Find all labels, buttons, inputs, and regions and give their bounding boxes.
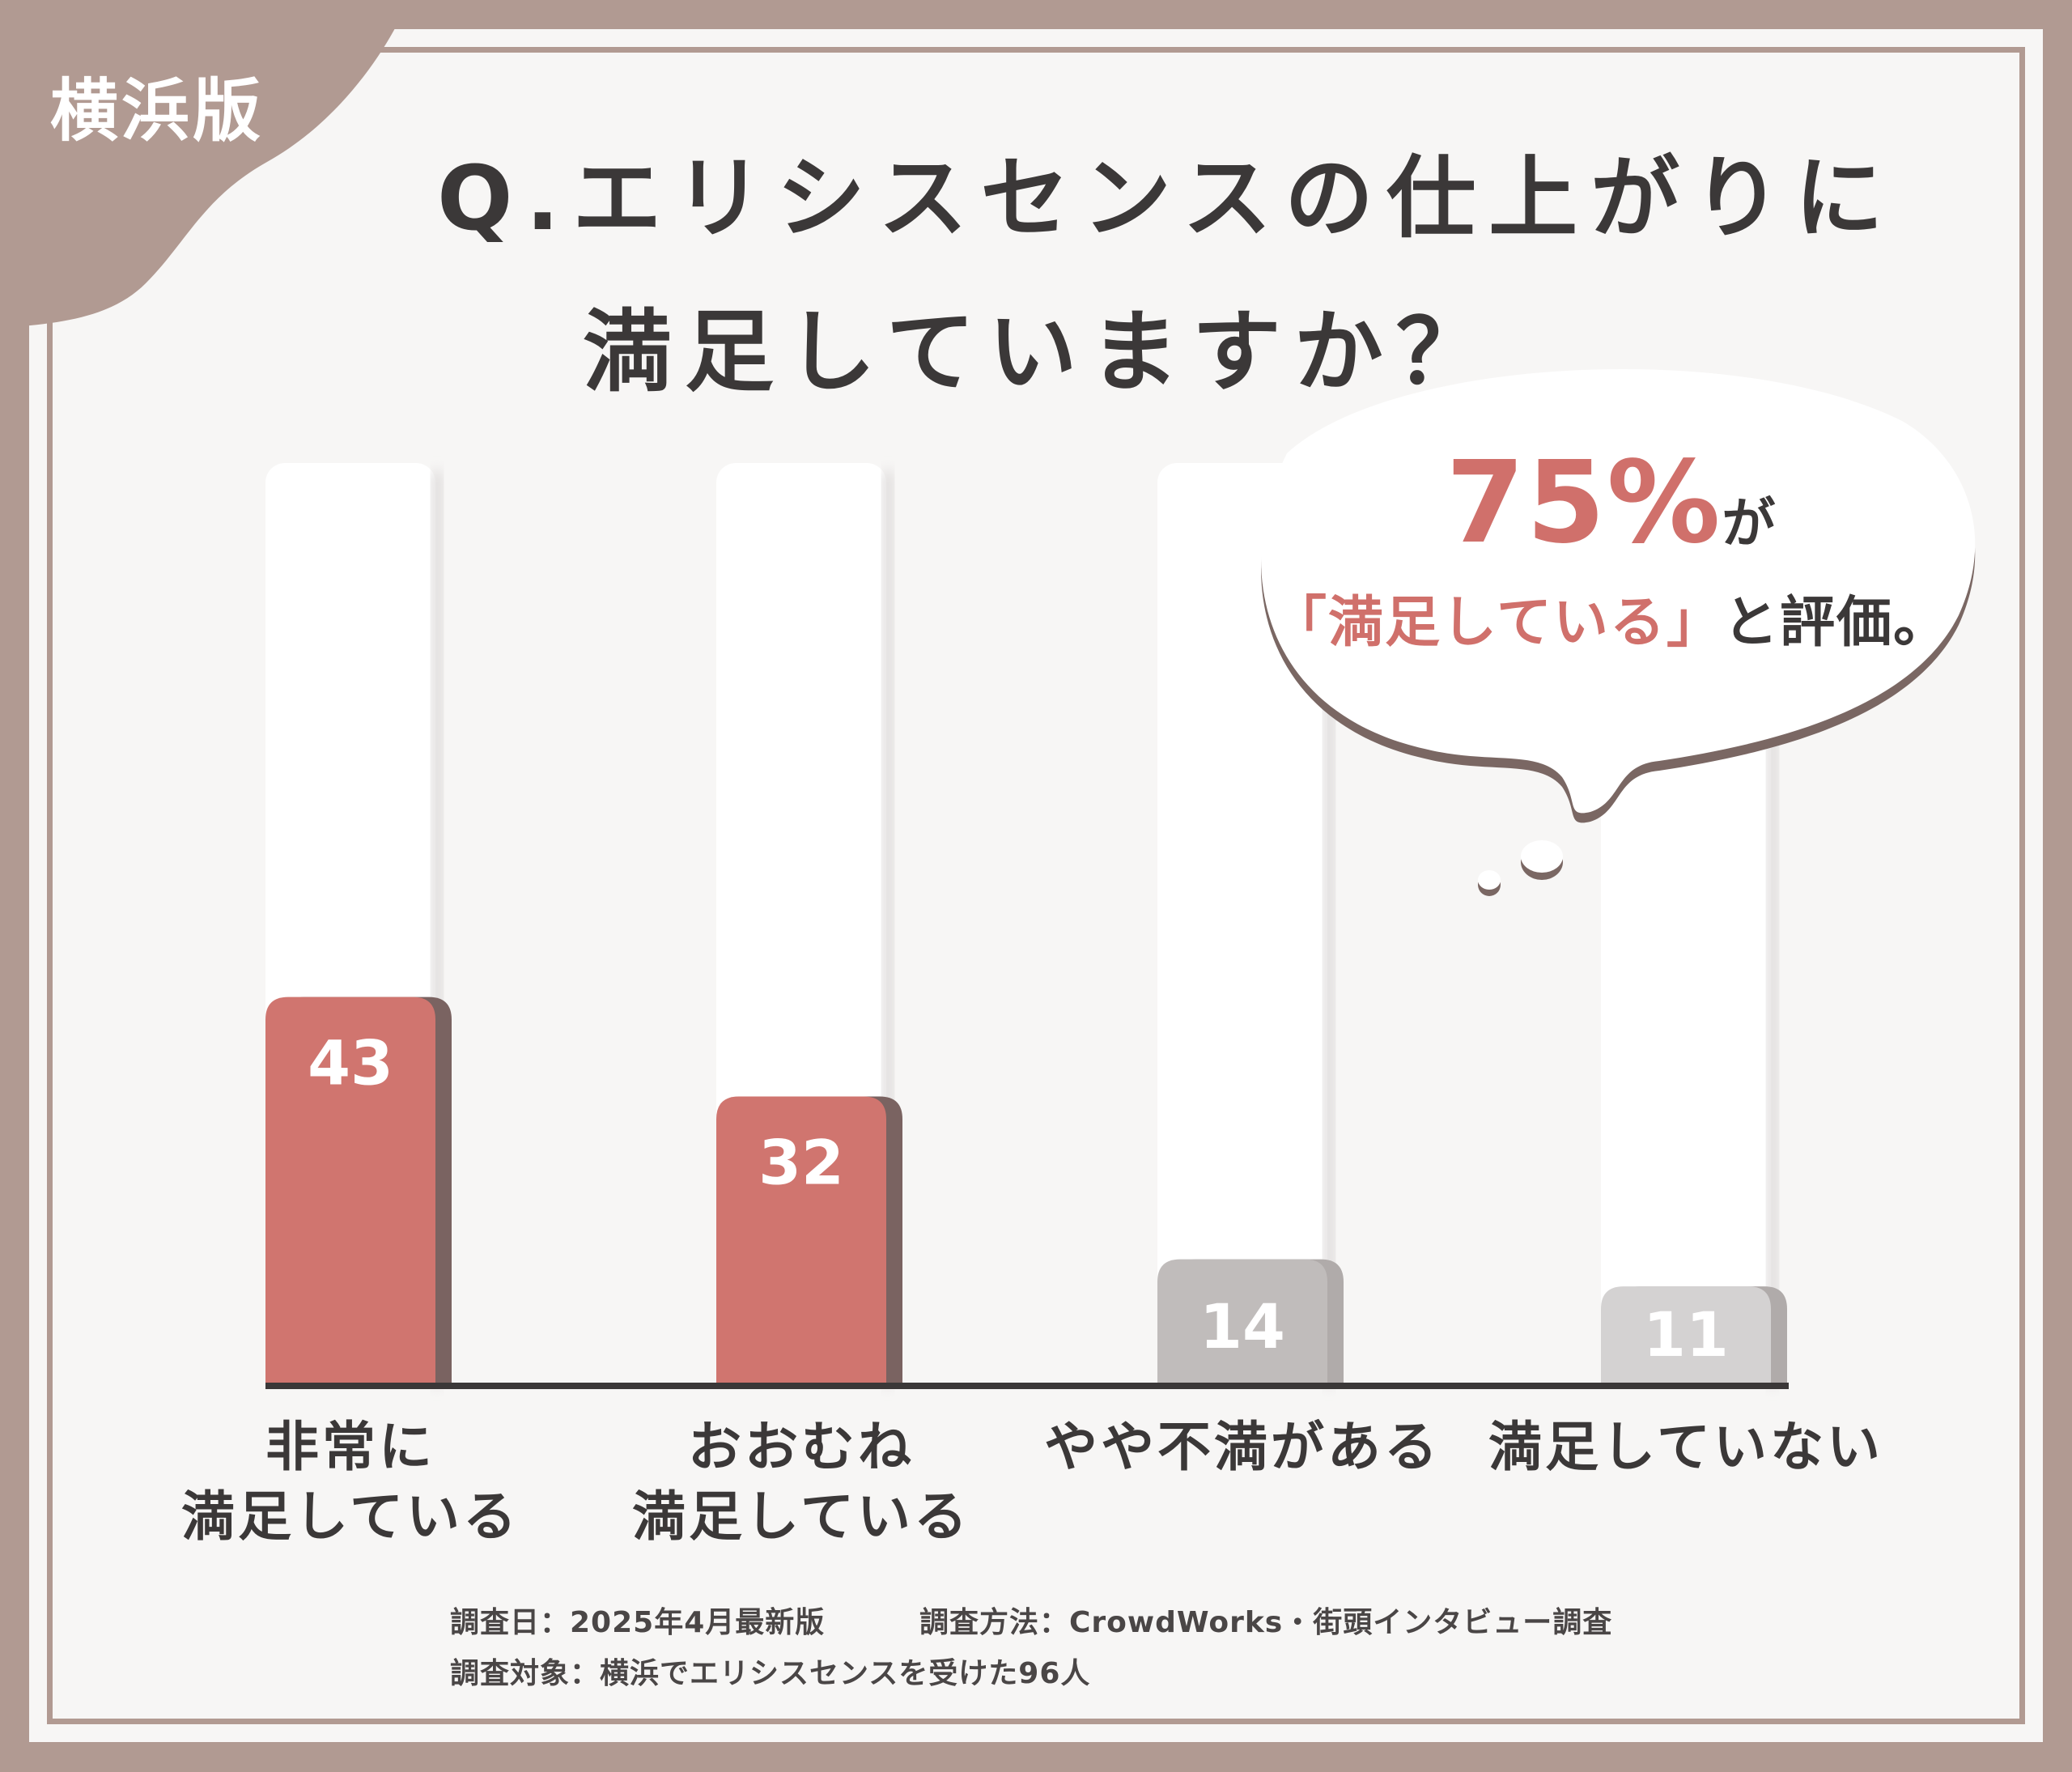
chart-title: Q.エリシスセンスの仕上がりに 満足していますか？ [437,121,1975,429]
bar [716,1096,886,1386]
title-line-2: 満足していますか？ [583,300,1498,404]
bar-value-label: 43 [308,1027,393,1099]
x-tick-label: 満足していない [1488,1416,1884,1478]
bar-value-label: 32 [758,1126,844,1198]
title-line-1: Q.エリシスセンスの仕上がりに [437,147,1897,250]
x-tick-label: 非常に 満足している [180,1416,520,1548]
corner-tab [0,0,409,328]
bar-track [1157,463,1327,1386]
callout-quote: 「満足している」 [1272,591,1723,655]
x-tick-label: おおむね 満足している [631,1416,971,1548]
survey-date: 調査日：2025年4月最新版 [450,1606,826,1639]
bar-value-label: 14 [1199,1290,1285,1362]
callout-suffix: が [1722,492,1776,555]
bar [1601,1286,1771,1386]
bar [1157,1259,1327,1386]
edition-label: 横浜版 [50,71,265,151]
bar [265,996,435,1386]
callout-tail: と評価。 [1722,591,1950,655]
card-border [47,47,2025,1724]
bar-value-label: 11 [1643,1298,1729,1370]
callout-text: 75%が 「満足している」と評価。 [1263,437,1959,657]
x-tick-label: やや不満がある [1044,1416,1441,1478]
callout-percent: 75% [1446,437,1722,569]
survey-method: 調査方法：CrowdWorks・街頭インタビュー調査 [919,1606,1613,1639]
survey-target: 調査対象：横浜でエリシスセンスを受けた96人 [450,1657,1091,1690]
speech-bubble [1261,368,1976,896]
